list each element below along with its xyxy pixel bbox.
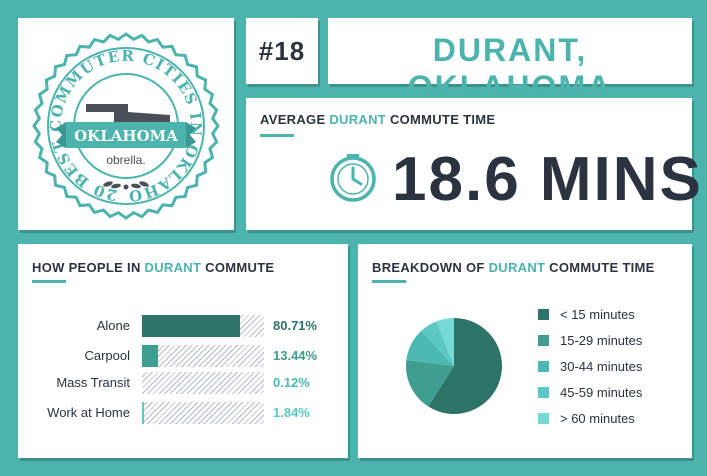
bar-fill [142,402,145,424]
bar-track [142,345,264,367]
title-accent: DURANT [144,260,202,275]
state-ribbon [66,122,186,148]
rank-card: #18 [246,18,318,84]
average-commute-card: AVERAGE DURANT COMMUTE TIME 18.6 MINS [246,98,701,230]
commute-mode-card: HOW PEOPLE IN DURANT COMMUTE Alone 80.71… [18,244,348,458]
commute-time-pie [406,318,502,414]
legend-swatch [538,335,549,346]
bar-row-mass-transit: Mass Transit 0.12% [18,372,348,394]
badge-seal: 20 BEST COMMUTER CITIES IN OKLAHOMA OKLA… [9,4,220,220]
bar-label: Mass Transit [56,375,130,390]
legend-label: 45-59 minutes [560,385,643,400]
bar-row-carpool: Carpool 13.44% [18,345,348,367]
title-part: AVERAGE [260,112,330,127]
pie-slice-3 [421,321,454,366]
bar-row-work-at-home: Work at Home 1.84% [18,402,348,424]
state-label: OKLAHOMA [74,127,178,145]
bar-percent: 0.12% [273,375,310,390]
commute-time-title: BREAKDOWN OF DURANT COMMUTE TIME [372,260,655,275]
bar-row-alone: Alone 80.71% [18,315,348,337]
city-card: DURANT, OKLAHOMA [328,18,692,105]
title-underline [32,280,66,283]
title-accent: DURANT [329,112,387,127]
commute-mode-title: HOW PEOPLE IN DURANT COMMUTE [32,260,274,275]
pie-slice-1 [406,359,454,407]
brand-logo: obrella. [106,153,145,167]
bar-fill [142,345,159,367]
laurel-icon [103,181,149,190]
bar-track [142,372,264,394]
bar-label: Alone [96,318,130,333]
legend-label: > 60 minutes [560,411,635,426]
legend-swatch [538,387,549,398]
legend-swatch [538,413,549,424]
title-part: COMMUTE [201,260,275,275]
badge-card: 20 BEST COMMUTER CITIES IN OKLAHOMA OKLA… [9,4,234,230]
commute-time-card: BREAKDOWN OF DURANT COMMUTE TIME < 15 mi… [358,244,692,458]
bar-fill [142,315,241,337]
rank-label: #18 [258,36,306,66]
legend-swatch [538,361,549,372]
title-part: COMMUTE TIME [545,260,655,275]
bar-percent: 1.84% [273,405,310,420]
title-underline [260,134,294,137]
legend-label: 15-29 minutes [560,333,643,348]
title-part: COMMUTE TIME [386,112,496,127]
pie-slice-4 [436,318,454,366]
legend-swatch [538,309,549,320]
bar-label: Work at Home [47,405,130,420]
bar-percent: 80.71% [273,318,318,333]
clock-icon [330,154,376,202]
bar-track [142,402,264,424]
legend-label: 30-44 minutes [560,359,643,374]
title-accent: DURANT [488,260,546,275]
city-title: DURANT, OKLAHOMA [407,32,613,105]
bar-label: Carpool [84,348,130,363]
average-commute-title: AVERAGE DURANT COMMUTE TIME [260,112,495,127]
title-underline [372,280,406,283]
title-part: BREAKDOWN OF [372,260,489,275]
average-commute-value: 18.6 MINS [392,145,703,214]
pie-slice-0 [428,318,502,414]
title-part: HOW PEOPLE IN [32,260,145,275]
bar-track [142,315,264,337]
legend-label: < 15 minutes [560,307,635,322]
bar-percent: 13.44% [273,348,318,363]
pie-slice-2 [406,331,454,366]
